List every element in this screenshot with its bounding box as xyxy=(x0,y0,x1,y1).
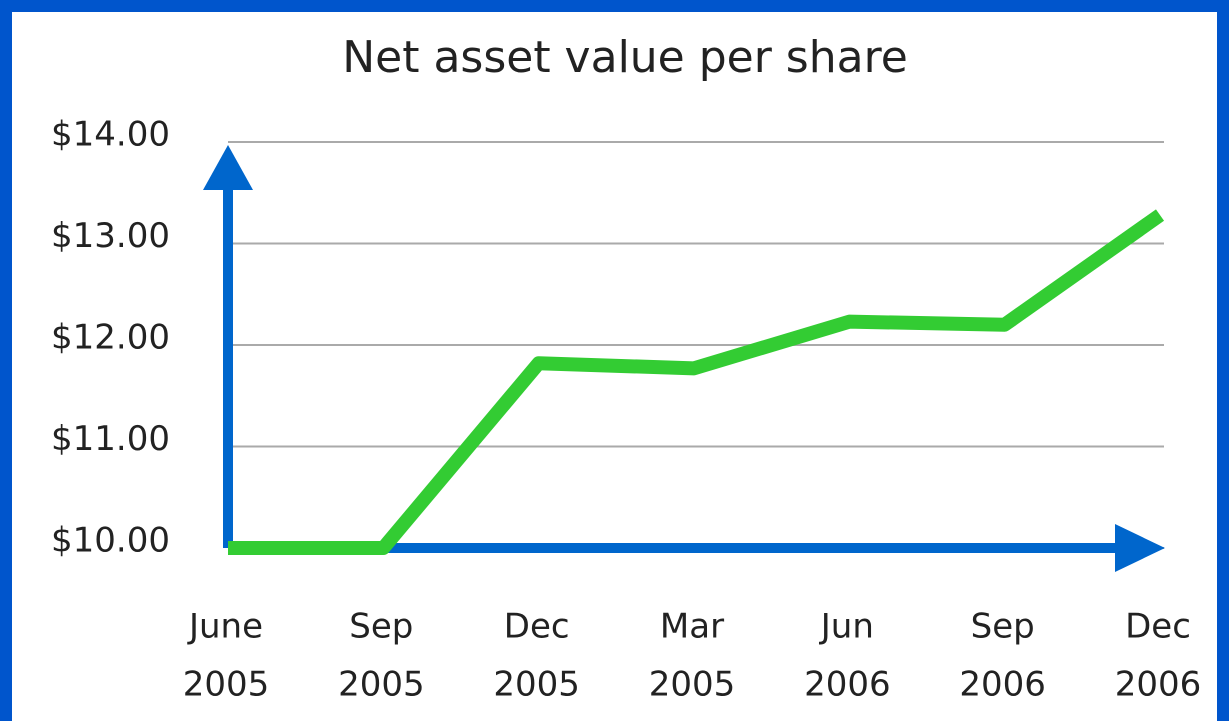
x-tick-label: Dec xyxy=(1125,607,1191,647)
x-tick-label: 2005 xyxy=(183,665,270,705)
y-tick-label: $14.00 xyxy=(51,115,170,155)
x-tick-label: June xyxy=(187,607,263,647)
x-tick-label: 2005 xyxy=(338,665,425,705)
x-tick-label: Dec xyxy=(504,607,570,647)
x-tick-label: Mar xyxy=(660,607,724,647)
x-tick-label: 2006 xyxy=(959,665,1046,705)
y-tick-label: $10.00 xyxy=(51,521,170,561)
line xyxy=(228,209,1165,555)
x-tick-label: 2005 xyxy=(493,665,580,705)
y-tick-label: $13.00 xyxy=(51,216,170,256)
x-axis-arrow xyxy=(1115,524,1165,572)
x-tick-label: Sep xyxy=(349,607,413,647)
x-tick-label: Sep xyxy=(971,607,1035,647)
y-axis-arrow xyxy=(203,145,253,190)
y-tick-label: $11.00 xyxy=(51,419,170,459)
y-tick-label: $12.00 xyxy=(51,318,170,358)
x-tick-label: 2006 xyxy=(1115,665,1202,705)
chart-title: Net asset value per share xyxy=(342,32,908,83)
x-tick-label: 2005 xyxy=(649,665,736,705)
x-tick-label: Jun xyxy=(819,607,874,647)
x-tick-label: 2006 xyxy=(804,665,891,705)
